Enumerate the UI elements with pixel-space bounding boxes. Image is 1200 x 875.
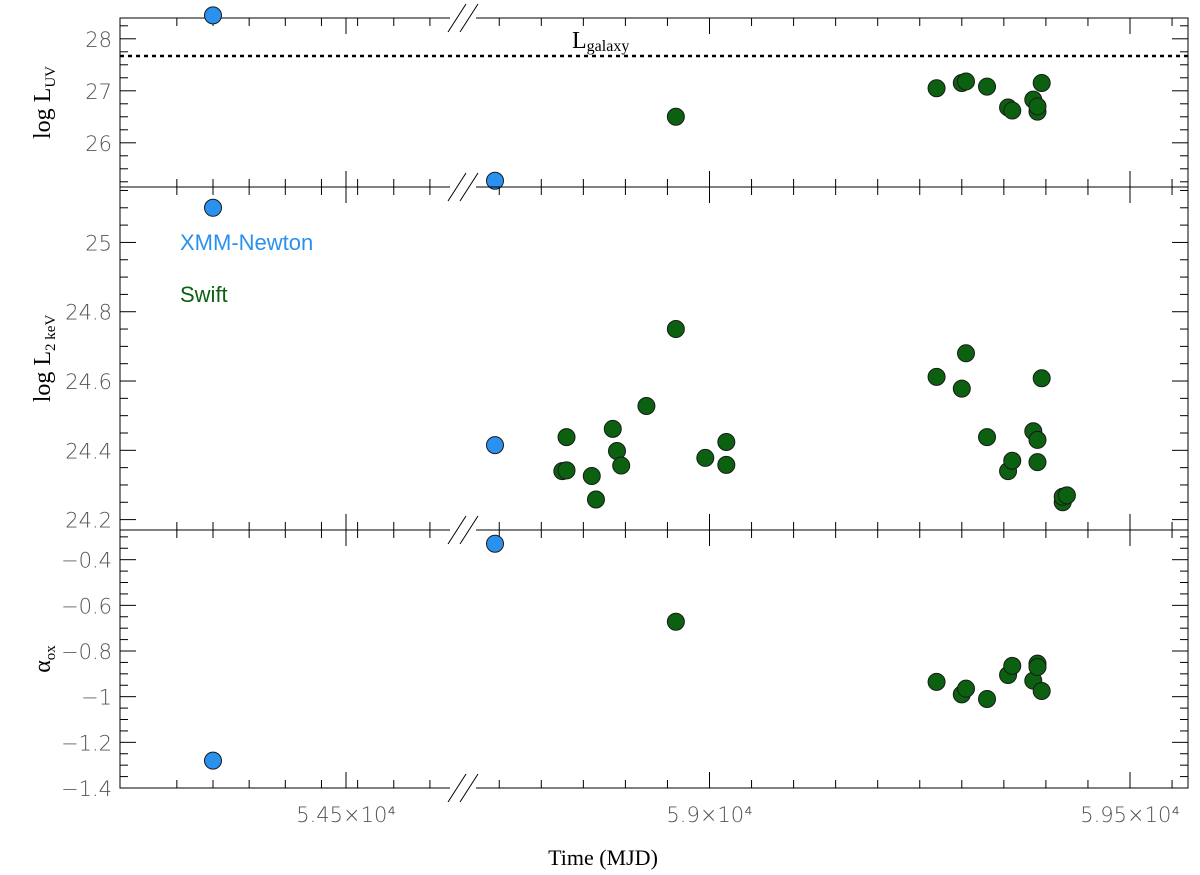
data-point bbox=[586, 490, 605, 509]
data-point bbox=[204, 198, 222, 217]
axis-break-gap bbox=[450, 785, 476, 791]
data-point bbox=[1028, 97, 1047, 116]
y-tick-label: −0.6 bbox=[61, 594, 112, 618]
data-point bbox=[952, 379, 971, 398]
data-point bbox=[978, 689, 997, 708]
data-point bbox=[927, 79, 946, 98]
panel-1: 26 27 28 log LUV Lgalaxy bbox=[30, 6, 1189, 190]
y-tick-label: −1 bbox=[81, 686, 112, 710]
data-point bbox=[927, 367, 946, 386]
data-point bbox=[1028, 657, 1047, 676]
y-tick-label: 24.6 bbox=[65, 370, 112, 394]
data-point bbox=[1028, 430, 1047, 449]
data-point bbox=[957, 72, 976, 91]
data-point bbox=[957, 679, 976, 698]
panel-2: 24.2 24.4 24.6 24.8 25 log L2 keV bbox=[30, 186, 1189, 533]
y-tick-label: −1.4 bbox=[61, 777, 112, 801]
axis-break-mark bbox=[447, 773, 467, 803]
y-tick-label: 24.4 bbox=[65, 439, 112, 463]
axis-break-gap bbox=[450, 15, 476, 21]
data-point bbox=[204, 751, 222, 770]
y-axis-title: αox bbox=[30, 645, 59, 673]
data-point bbox=[1003, 656, 1022, 675]
axis-break-mark bbox=[459, 515, 479, 545]
y-tick-label: 24.2 bbox=[65, 509, 112, 533]
data-point bbox=[603, 419, 622, 438]
data-point bbox=[1032, 74, 1051, 92]
legend-xmm-newton: XMM-Newton bbox=[180, 230, 313, 255]
y-tick-label: 24.8 bbox=[65, 301, 112, 325]
data-point bbox=[612, 456, 631, 475]
data-point bbox=[486, 436, 504, 455]
x-tick-label: 5.9×10⁴ bbox=[666, 803, 752, 827]
axis-break-mark bbox=[459, 3, 479, 33]
data-point bbox=[666, 612, 685, 631]
data-point bbox=[978, 428, 997, 447]
data-point bbox=[557, 461, 576, 480]
x-tick-label: 5.45×10⁴ bbox=[296, 803, 396, 827]
y-axis-title-sub: UV bbox=[43, 66, 59, 88]
series-xmm-newton bbox=[204, 6, 504, 190]
data-point bbox=[1032, 681, 1051, 700]
y-tick-label: 28 bbox=[85, 28, 112, 52]
data-point bbox=[717, 432, 736, 451]
y-tick-label: −1.2 bbox=[61, 731, 112, 755]
y-axis-title: log LUV bbox=[30, 66, 59, 139]
axis-break-mark bbox=[447, 172, 467, 202]
data-point bbox=[696, 448, 715, 467]
y-tick-label: 26 bbox=[85, 132, 112, 156]
panel-frame bbox=[119, 529, 1189, 789]
y-tick-label: 25 bbox=[85, 231, 112, 255]
y-axis-title-main: log L bbox=[30, 351, 56, 402]
y-tick-label: −0.4 bbox=[61, 549, 112, 573]
data-point bbox=[717, 455, 736, 474]
x-axis-title: Time (MJD) bbox=[548, 845, 658, 870]
series-swift bbox=[666, 612, 1051, 708]
data-point bbox=[557, 428, 576, 447]
y-tick-label: −0.8 bbox=[61, 640, 112, 664]
data-point bbox=[1032, 369, 1051, 388]
data-point bbox=[486, 171, 504, 190]
y-axis-title-sub: 2 keV bbox=[43, 315, 59, 351]
data-point bbox=[927, 672, 946, 691]
series-swift bbox=[666, 72, 1051, 126]
axis-break-mark bbox=[459, 172, 479, 202]
axis-break-gap bbox=[450, 527, 476, 533]
data-point bbox=[582, 466, 601, 485]
axis-break-mark bbox=[447, 515, 467, 545]
series-swift bbox=[553, 320, 1076, 512]
series-xmm-newton bbox=[204, 534, 504, 770]
data-point bbox=[978, 77, 997, 96]
data-point bbox=[1028, 453, 1047, 472]
data-point bbox=[637, 396, 656, 415]
data-point bbox=[1003, 101, 1022, 120]
data-point bbox=[957, 344, 976, 363]
data-point bbox=[486, 534, 504, 553]
y-axis-title-main: log L bbox=[30, 88, 56, 139]
y-tick-label: 27 bbox=[85, 80, 112, 104]
panel-3: −1.4 −1.2 −1 −0.8 −0.6 −0.4 αox bbox=[30, 529, 1189, 801]
x-tick-label: 5.95×10⁴ bbox=[1080, 803, 1180, 827]
data-point bbox=[204, 6, 222, 25]
data-point bbox=[1003, 451, 1022, 470]
axis-break-mark bbox=[459, 773, 479, 803]
galaxy-label-sub: galaxy bbox=[587, 38, 630, 55]
galaxy-label-main: L bbox=[572, 28, 587, 54]
axis-break-gap bbox=[450, 184, 476, 190]
y-axis-title-main: α bbox=[30, 660, 56, 673]
galaxy-reference-label: Lgalaxy bbox=[572, 28, 629, 55]
data-point bbox=[1057, 486, 1076, 505]
y-axis-title-sub: ox bbox=[43, 645, 59, 661]
data-point bbox=[666, 107, 685, 126]
series-xmm-newton bbox=[204, 198, 504, 455]
legend-swift: Swift bbox=[180, 282, 228, 307]
data-point bbox=[666, 320, 685, 339]
y-axis-title: log L2 keV bbox=[30, 315, 59, 403]
axis-break-mark bbox=[447, 3, 467, 33]
